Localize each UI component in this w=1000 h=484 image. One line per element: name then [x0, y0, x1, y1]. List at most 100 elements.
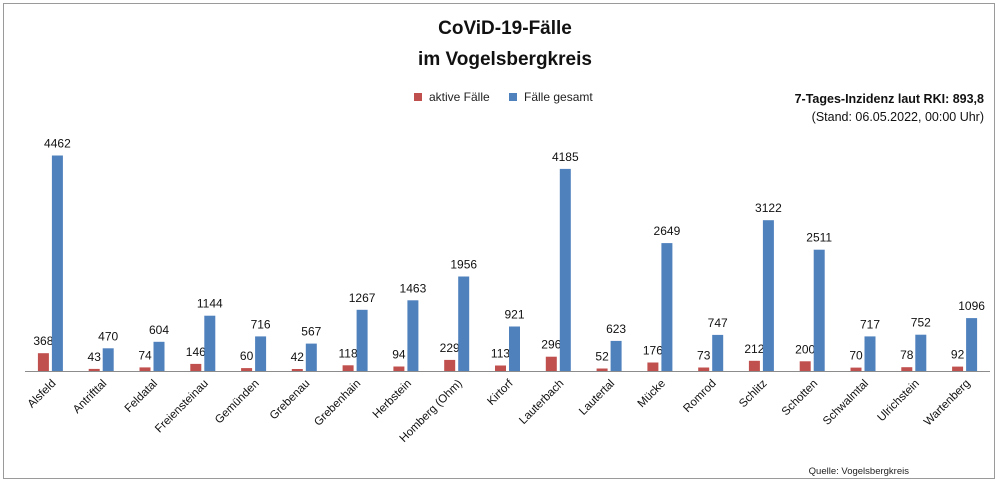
value-label-aktive-4: 60	[240, 349, 254, 363]
source-label: Quelle: Vogelsbergkreis	[809, 466, 910, 477]
bar-gesamt-9	[509, 326, 520, 371]
category-label-17: Ulrichstein	[875, 378, 921, 424]
value-label-gesamt-0: 4462	[44, 137, 71, 151]
bar-gesamt-14	[762, 220, 774, 371]
chart-title-line-2: im Vogelsbergkreis	[418, 49, 592, 70]
category-label-0: Alsfeld	[26, 378, 59, 411]
value-label-aktive-1: 43	[88, 350, 102, 364]
bar-aktive-2	[139, 367, 151, 371]
value-label-gesamt-1: 470	[98, 329, 118, 343]
bar-aktive-9	[495, 365, 506, 371]
incidence-label: 7-Tages-Inzidenz laut RKI: 893,8	[795, 92, 984, 106]
bar-gesamt-10	[559, 168, 571, 371]
bar-aktive-13	[698, 367, 710, 371]
value-label-gesamt-14: 3122	[755, 201, 782, 215]
bar-aktive-4	[241, 368, 253, 371]
value-label-aktive-14: 212	[744, 342, 764, 356]
legend-label-aktive: aktive Fälle	[429, 90, 490, 104]
category-label-10: Lauterbach	[517, 378, 566, 427]
value-label-aktive-16: 70	[849, 349, 863, 363]
value-label-gesamt-3: 1144	[197, 297, 223, 311]
bar-aktive-1	[88, 368, 100, 371]
bar-gesamt-4	[255, 336, 267, 371]
category-label-2: Feldatal	[123, 378, 160, 415]
legend-swatch-aktive	[414, 93, 422, 101]
category-label-14: Schlitz	[737, 377, 770, 410]
value-label-gesamt-7: 1463	[400, 281, 427, 295]
category-label-4: Gemünden	[213, 378, 262, 427]
category-label-18: Wartenberg	[922, 378, 973, 429]
category-label-7: Herbstein	[371, 378, 414, 421]
value-label-aktive-12: 176	[643, 344, 663, 358]
value-label-aktive-2: 74	[138, 348, 152, 362]
value-label-aktive-9: 113	[491, 347, 510, 361]
value-label-aktive-17: 78	[900, 348, 914, 362]
bar-gesamt-11	[610, 340, 622, 371]
bar-aktive-15	[799, 361, 811, 371]
bar-aktive-17	[901, 367, 913, 371]
plot-area: 368 4462 Alsfeld 43 470 Antrifttal 74 604 Feldat…	[25, 137, 990, 445]
bar-gesamt-5	[305, 343, 317, 371]
value-label-aktive-5: 42	[291, 350, 305, 364]
bar-aktive-16	[850, 367, 862, 371]
value-label-aktive-0: 368	[33, 334, 53, 348]
bar-aktive-0	[37, 353, 49, 371]
value-label-gesamt-6: 1267	[349, 291, 376, 305]
category-label-9: Kirtorf	[485, 377, 516, 408]
value-label-aktive-13: 73	[697, 349, 711, 363]
value-label-aktive-8: 229	[440, 341, 460, 355]
category-label-16: Schwalmtal	[821, 378, 871, 428]
bar-aktive-14	[748, 360, 760, 371]
category-label-13: Romrod	[681, 378, 718, 415]
bar-aktive-8	[444, 359, 456, 371]
category-label-6: Grebenhain	[312, 378, 363, 429]
legend-label-gesamt: Fälle gesamt	[524, 90, 593, 104]
bar-aktive-7	[393, 366, 405, 371]
bar-gesamt-15	[813, 249, 825, 371]
value-label-aktive-18: 92	[951, 348, 965, 362]
value-label-aktive-15: 200	[795, 342, 815, 356]
value-label-gesamt-9: 921	[504, 308, 524, 322]
bar-gesamt-8	[458, 276, 470, 371]
category-label-3: Freiensteinau	[153, 378, 211, 436]
stand-label: (Stand: 06.05.2022, 00:00 Uhr)	[812, 110, 984, 124]
value-label-aktive-11: 52	[595, 350, 609, 364]
bar-aktive-6	[342, 365, 354, 371]
legend-swatch-gesamt	[509, 93, 517, 101]
value-label-aktive-10: 296	[541, 338, 561, 352]
chart-title-line-1: CoViD-19-Fälle	[438, 18, 572, 39]
legend: aktive Fälle Fälle gesamt	[414, 90, 593, 104]
bar-aktive-3	[190, 363, 202, 371]
value-label-gesamt-18: 1096	[958, 299, 985, 313]
bar-gesamt-1	[102, 348, 114, 371]
bar-aktive-11	[596, 368, 608, 371]
value-label-gesamt-10: 4185	[552, 150, 579, 164]
bar-gesamt-3	[204, 315, 216, 371]
value-label-aktive-6: 118	[339, 346, 358, 360]
value-label-gesamt-2: 604	[149, 323, 169, 337]
category-label-1: Antrifttal	[71, 378, 109, 416]
bar-gesamt-2	[153, 341, 165, 371]
value-label-gesamt-8: 1956	[450, 258, 477, 272]
category-label-15: Schotten	[780, 378, 821, 419]
bar-aktive-18	[952, 366, 964, 371]
bar-gesamt-16	[864, 336, 876, 371]
bar-gesamt-6	[356, 309, 368, 371]
bar-aktive-5	[291, 369, 303, 371]
value-label-gesamt-16: 717	[860, 317, 880, 331]
value-label-aktive-3: 146	[186, 345, 206, 359]
bar-aktive-12	[647, 362, 659, 371]
bar-gesamt-0	[51, 155, 63, 371]
value-label-gesamt-17: 752	[911, 316, 931, 330]
chart-frame	[3, 3, 995, 479]
bar-gesamt-18	[966, 318, 978, 371]
bar-gesamt-17	[915, 334, 927, 371]
bar-gesamt-12	[661, 243, 673, 371]
bar-gesamt-13	[712, 334, 724, 371]
value-label-gesamt-12: 2649	[654, 224, 681, 238]
value-label-gesamt-15: 2511	[806, 231, 832, 245]
value-label-gesamt-4: 716	[251, 317, 271, 331]
category-label-11: Lautertal	[577, 378, 617, 418]
value-label-gesamt-5: 567	[301, 325, 321, 339]
